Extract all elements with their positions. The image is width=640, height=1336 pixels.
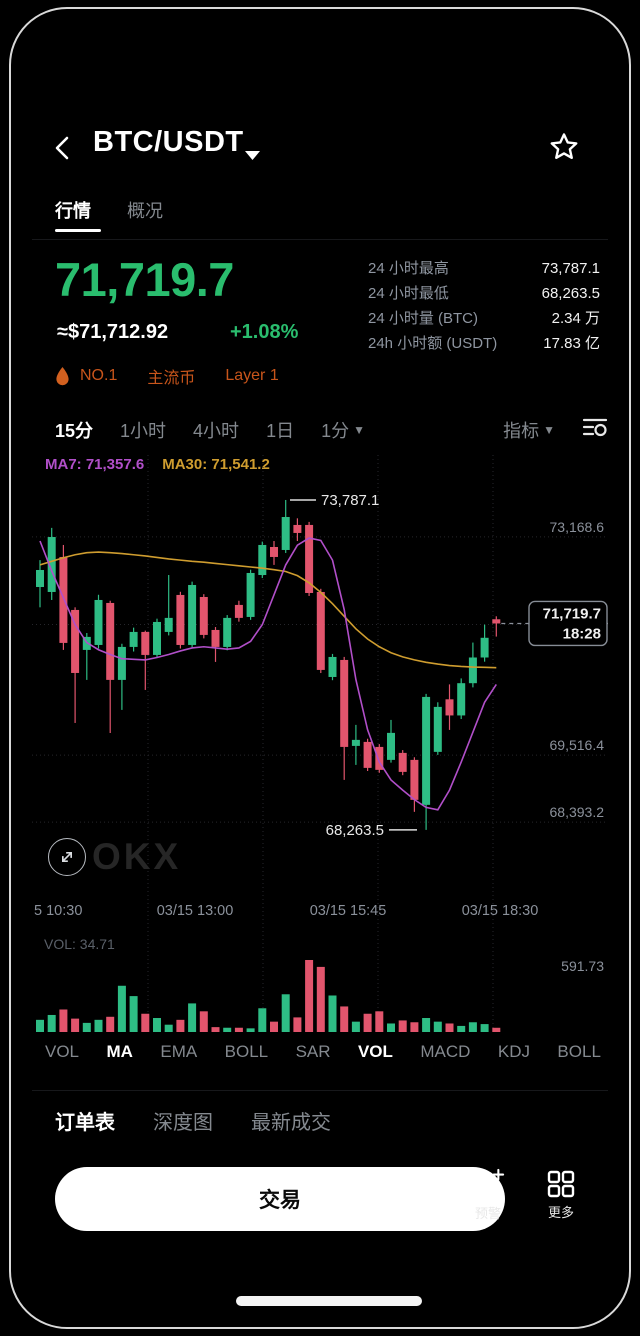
indicator-vol-main[interactable]: VOL xyxy=(45,1042,80,1061)
back-button[interactable] xyxy=(50,134,76,162)
stat-row-volume-usdt: 24h 小时额 (USDT) 17.83 亿 xyxy=(368,331,600,356)
stat-value: 2.34 万 xyxy=(551,310,600,327)
stat-value: 73,787.1 xyxy=(541,260,600,277)
star-icon xyxy=(550,133,578,159)
svg-text:03/15 13:00: 03/15 13:00 xyxy=(157,903,234,919)
price-alert-button[interactable]: 预警 xyxy=(462,1168,514,1222)
trade-button-label: 交易 xyxy=(259,1189,301,1212)
stats-panel: 24 小时最高 73,787.1 24 小时最低 68,263.5 24 小时量… xyxy=(368,256,600,356)
flame-icon xyxy=(56,366,69,385)
svg-text:VOL: 34.71: VOL: 34.71 xyxy=(44,936,115,952)
pair-title[interactable]: BTC/USDT xyxy=(93,126,244,158)
indicator-kdj[interactable]: KDJ xyxy=(497,1042,530,1061)
grid-more-icon xyxy=(547,1170,575,1198)
indicator-ma[interactable]: MA xyxy=(106,1042,133,1061)
stat-row-high: 24 小时最高 73,787.1 xyxy=(368,256,600,281)
stat-value: 17.83 亿 xyxy=(543,335,600,352)
indicator-vol-sub[interactable]: VOL xyxy=(357,1042,393,1061)
indicator-ema[interactable]: EMA xyxy=(160,1042,198,1061)
ma7-label: MA7: 71,357.6 xyxy=(45,456,145,473)
alert-label: 预警 xyxy=(474,1206,501,1221)
interval-4h[interactable]: 4小时 xyxy=(193,420,240,441)
ma30-label: MA30: 71,541.2 xyxy=(162,456,270,473)
divider xyxy=(32,1090,608,1091)
more-button[interactable]: 更多 xyxy=(535,1169,587,1221)
stat-label: 24 小时最高 xyxy=(368,260,449,277)
badge-category[interactable]: 主流币 xyxy=(147,370,196,387)
more-label: 更多 xyxy=(547,1205,574,1220)
chevron-down-icon: ▼ xyxy=(353,422,365,437)
svg-text:591.73: 591.73 xyxy=(561,958,604,974)
last-price: 71,719.7 xyxy=(55,253,234,306)
tab-overview[interactable]: 概况 xyxy=(127,201,163,221)
svg-text:18:28: 18:28 xyxy=(563,625,601,642)
home-indicator[interactable] xyxy=(236,1296,422,1306)
trade-button[interactable]: 交易 xyxy=(55,1167,505,1231)
stat-label: 24 小时量 (BTC) xyxy=(368,310,479,327)
interval-15m[interactable]: 15分 xyxy=(55,420,94,441)
svg-text:71,719.7: 71,719.7 xyxy=(543,605,601,622)
interval-1h[interactable]: 1小时 xyxy=(120,420,167,441)
svg-text:68,263.5: 68,263.5 xyxy=(326,822,384,839)
svg-text:69,516.4: 69,516.4 xyxy=(550,737,605,753)
candlestick-chart[interactable]: 73,168.671,702.869,516.468,393.273,787.1… xyxy=(32,455,608,1035)
chart-settings-icon xyxy=(582,418,608,437)
tab-quotes[interactable]: 行情 xyxy=(55,201,91,221)
indicator-boll[interactable]: BOLL xyxy=(224,1042,269,1061)
token-badges: NO.1 主流币 Layer 1 xyxy=(55,364,279,388)
indicator-sar[interactable]: SAR xyxy=(295,1042,331,1061)
okx-watermark: OKX xyxy=(92,836,182,877)
svg-text:73,168.6: 73,168.6 xyxy=(550,519,605,535)
stat-row-volume-btc: 24 小时量 (BTC) 2.34 万 xyxy=(368,306,600,331)
divider xyxy=(32,239,608,240)
interval-bar: 15分 1小时 4小时 1日 1分 ▼ 指标 ▼ xyxy=(55,416,608,443)
ma-legend: MA7: 71,357.6 MA30: 71,541.2 xyxy=(45,456,270,473)
tab-order-book[interactable]: 订单表 xyxy=(55,1112,115,1134)
stat-label: 24h 小时额 (USDT) xyxy=(368,335,498,352)
badge-rank[interactable]: NO.1 xyxy=(80,367,118,384)
indicator-macd[interactable]: MACD xyxy=(420,1042,471,1061)
interval-1d[interactable]: 1日 xyxy=(266,420,295,441)
usd-price: ≈$71,712.92 xyxy=(57,321,169,343)
favorite-star-button[interactable] xyxy=(548,131,580,163)
stat-row-low: 24 小时最低 68,263.5 xyxy=(368,281,600,306)
alert-bell-plus-icon xyxy=(473,1168,505,1198)
chart-settings-button[interactable] xyxy=(582,416,608,443)
back-icon xyxy=(55,136,69,160)
svg-text:03/15 15:45: 03/15 15:45 xyxy=(310,903,387,919)
expand-icon xyxy=(62,852,72,862)
badge-layer[interactable]: Layer 1 xyxy=(225,367,279,384)
indicators-dropdown[interactable]: 指标 ▼ xyxy=(503,420,555,441)
svg-text:5 10:30: 5 10:30 xyxy=(34,903,82,919)
stat-value: 68,263.5 xyxy=(541,285,600,302)
stat-label: 24 小时最低 xyxy=(368,285,449,302)
tab-latest-trades[interactable]: 最新成交 xyxy=(251,1112,331,1134)
chevron-down-icon: ▼ xyxy=(543,422,555,437)
indicator-tabs: VOL MA EMA BOLL SAR VOL MACD KDJ BOLL xyxy=(45,1042,601,1062)
svg-text:68,393.2: 68,393.2 xyxy=(550,804,605,820)
orderbook-tabs: 订单表 深度图 最新成交 xyxy=(55,1106,331,1135)
pair-dropdown-caret-icon[interactable] xyxy=(245,147,260,165)
indicator-boll-sub[interactable]: BOLL xyxy=(557,1042,601,1061)
fullscreen-button[interactable] xyxy=(48,838,86,876)
svg-text:03/15 18:30: 03/15 18:30 xyxy=(462,903,539,919)
change-percent: +1.08% xyxy=(230,321,299,343)
tab-depth-chart[interactable]: 深度图 xyxy=(153,1112,213,1134)
svg-text:73,787.1: 73,787.1 xyxy=(321,492,379,509)
tab-active-underline xyxy=(55,229,101,232)
interval-more-dropdown[interactable]: 1分 ▼ xyxy=(321,420,365,441)
